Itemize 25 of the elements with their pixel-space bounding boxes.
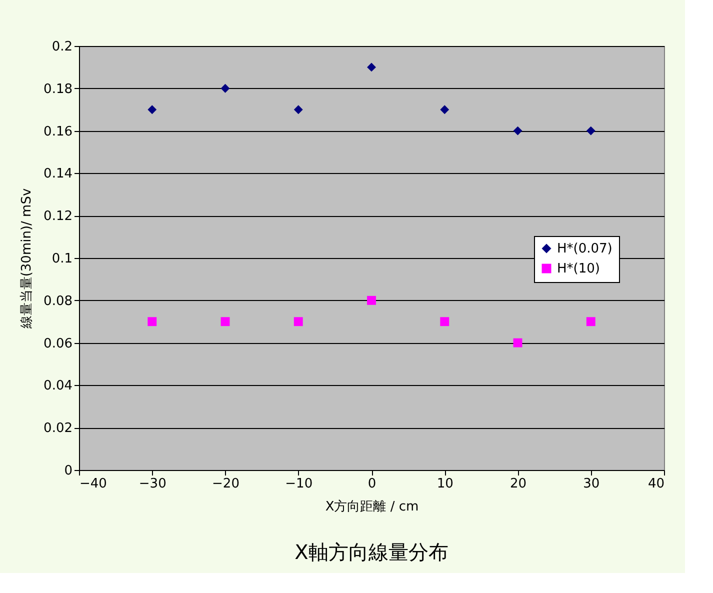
- y-tick-label: 0.16: [44, 124, 72, 140]
- x-tick-label: 40: [648, 476, 664, 492]
- y-tick-label: 0.06: [44, 336, 72, 352]
- x-tick-label: −40: [80, 476, 107, 492]
- x-tick-label: 0: [368, 476, 376, 492]
- x-tick-label: −30: [138, 476, 166, 492]
- x-tick-label: −20: [212, 476, 240, 492]
- y-tick-label: 0.02: [44, 421, 72, 436]
- x-tick-label: 30: [583, 476, 600, 492]
- y-tick-label: 0.2: [52, 40, 72, 54]
- y-tick-label: 0.04: [44, 378, 72, 394]
- y-tick-label: 0: [64, 464, 72, 478]
- y-tick-label: 0.12: [44, 209, 72, 224]
- y-axis-title: 線量当量(30min)/ mSv: [20, 188, 35, 330]
- y-tick-label: 0.14: [44, 166, 72, 182]
- y-tick-label: 0.08: [44, 294, 72, 309]
- text: X軸方向線量分布: [294, 540, 448, 564]
- x-axis-title: X方向距離 / cm: [325, 498, 419, 514]
- y-tick-label: 0.18: [44, 82, 72, 97]
- y-tick-label: 0.1: [52, 252, 72, 266]
- legend-label: H*(0.07): [557, 242, 612, 256]
- x-tick-label: 10: [436, 476, 454, 492]
- x-tick-label: 20: [510, 476, 527, 492]
- x-tick-label: −10: [285, 476, 313, 492]
- legend-label: H*(10): [557, 262, 600, 276]
